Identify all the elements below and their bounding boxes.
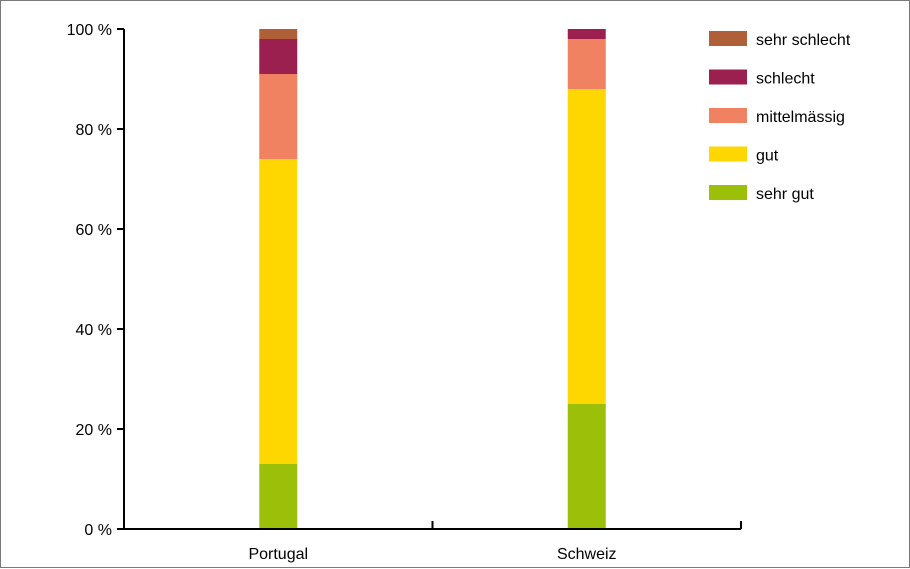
legend-label: sehr gut bbox=[756, 186, 814, 203]
bar-segment-portugal-schlecht bbox=[259, 39, 298, 74]
y-tick-label: 0 % bbox=[84, 522, 112, 539]
bar-segment-portugal-sehr-schlecht bbox=[259, 29, 298, 39]
bar-segment-schweiz-mittelmässig bbox=[567, 39, 606, 89]
bar-segment-schweiz-gut bbox=[567, 89, 606, 404]
bars-group bbox=[259, 29, 606, 529]
legend-label: schlecht bbox=[756, 71, 815, 88]
legend-swatch-sehr-gut bbox=[709, 185, 747, 200]
x-category-label: Schweiz bbox=[557, 546, 617, 563]
legend-swatch-mittelmässig bbox=[709, 108, 747, 123]
y-tick-label: 100 % bbox=[67, 22, 112, 39]
y-tick-label: 20 % bbox=[76, 422, 112, 439]
x-category-label: Portugal bbox=[248, 546, 308, 563]
y-tick-label: 80 % bbox=[76, 122, 112, 139]
bar-segment-portugal-sehr-gut bbox=[259, 464, 298, 529]
bar-segment-portugal-mittelmässig bbox=[259, 74, 298, 159]
y-tick-label: 60 % bbox=[76, 222, 112, 239]
bar-segment-portugal-gut bbox=[259, 159, 298, 464]
legend-swatch-schlecht bbox=[709, 69, 747, 85]
y-tick-label: 40 % bbox=[76, 322, 112, 339]
legend-swatch-gut bbox=[709, 146, 747, 162]
legend-swatch-sehr-schlecht bbox=[709, 31, 747, 46]
legend-label: sehr schlecht bbox=[756, 32, 851, 49]
bar-segment-schweiz-sehr-gut bbox=[567, 404, 606, 529]
legend: sehr schlecht schlecht mittelmässig gut sehr… bbox=[709, 31, 851, 203]
axes-group: 0 % 20 % 40 % 60 % 80 % 100 % Portugal Schweiz bbox=[67, 22, 742, 563]
legend-label: mittelmässig bbox=[756, 109, 845, 126]
bar-segment-schweiz-schlecht bbox=[567, 29, 606, 39]
legend-label: gut bbox=[756, 148, 779, 165]
